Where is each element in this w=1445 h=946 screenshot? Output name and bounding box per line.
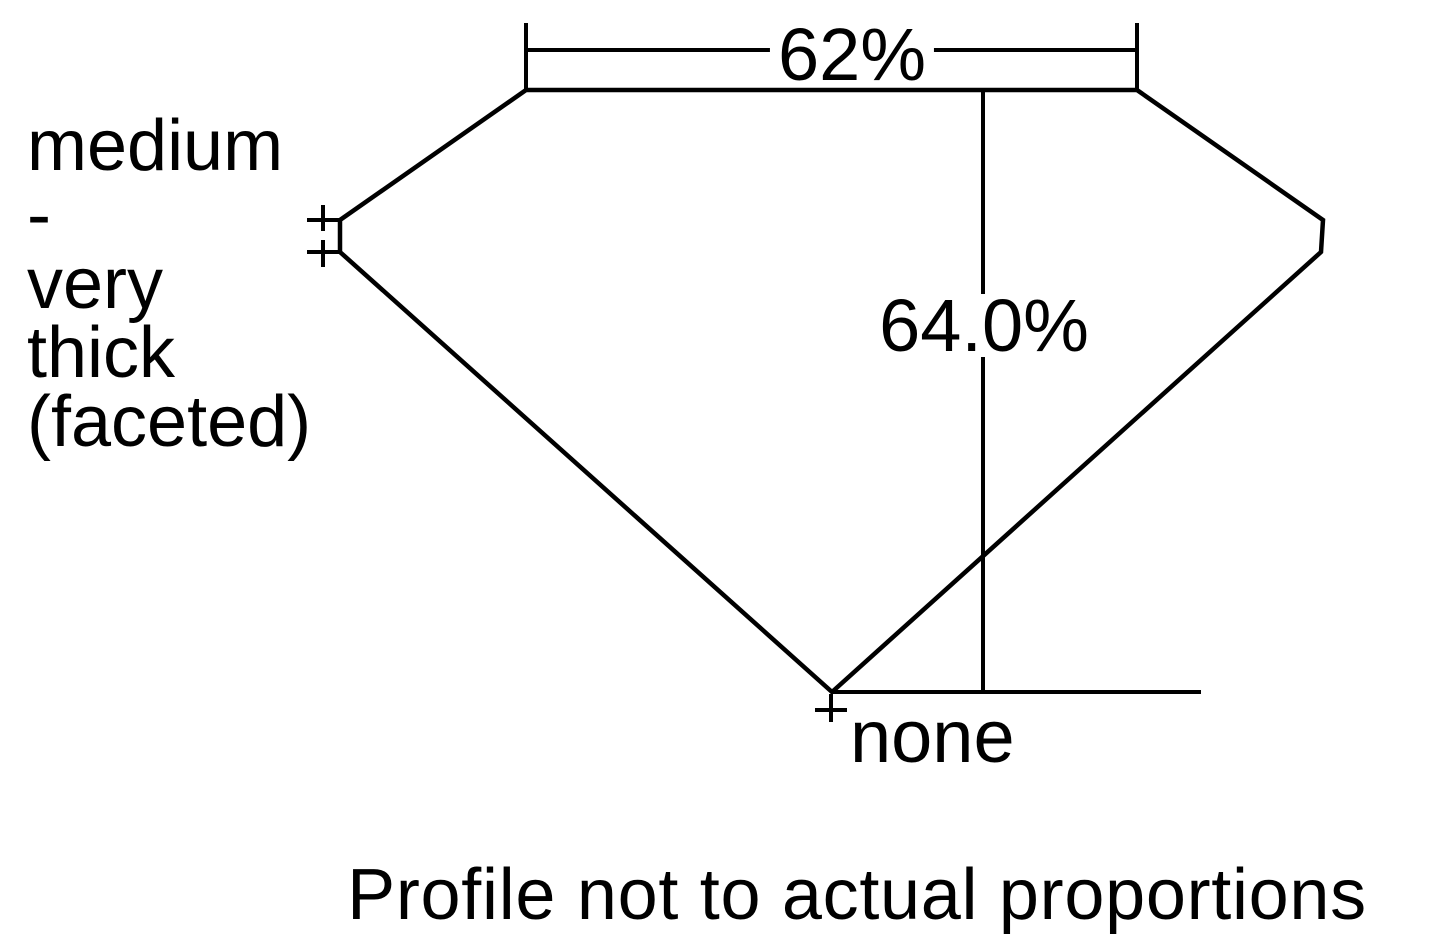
table-width-percent-label: 62% — [769, 18, 935, 92]
girdle-label-line: - — [27, 175, 51, 255]
girdle-label-line: (faceted) — [27, 382, 312, 462]
culet-size-label: none — [850, 695, 1015, 778]
diamond-outline — [337, 87, 1326, 696]
diagram-caption: Profile not to actual proportions — [347, 855, 1367, 935]
depth-percent-label: 64.0% — [873, 289, 1095, 363]
girdle-label-line: very — [27, 244, 164, 324]
culet-cross-mark — [815, 694, 847, 722]
girdle-label-line: medium — [27, 106, 284, 186]
girdle-label-line: thick — [27, 313, 176, 393]
girdle-thickness-label: medium - very thick (faceted) — [27, 106, 312, 462]
